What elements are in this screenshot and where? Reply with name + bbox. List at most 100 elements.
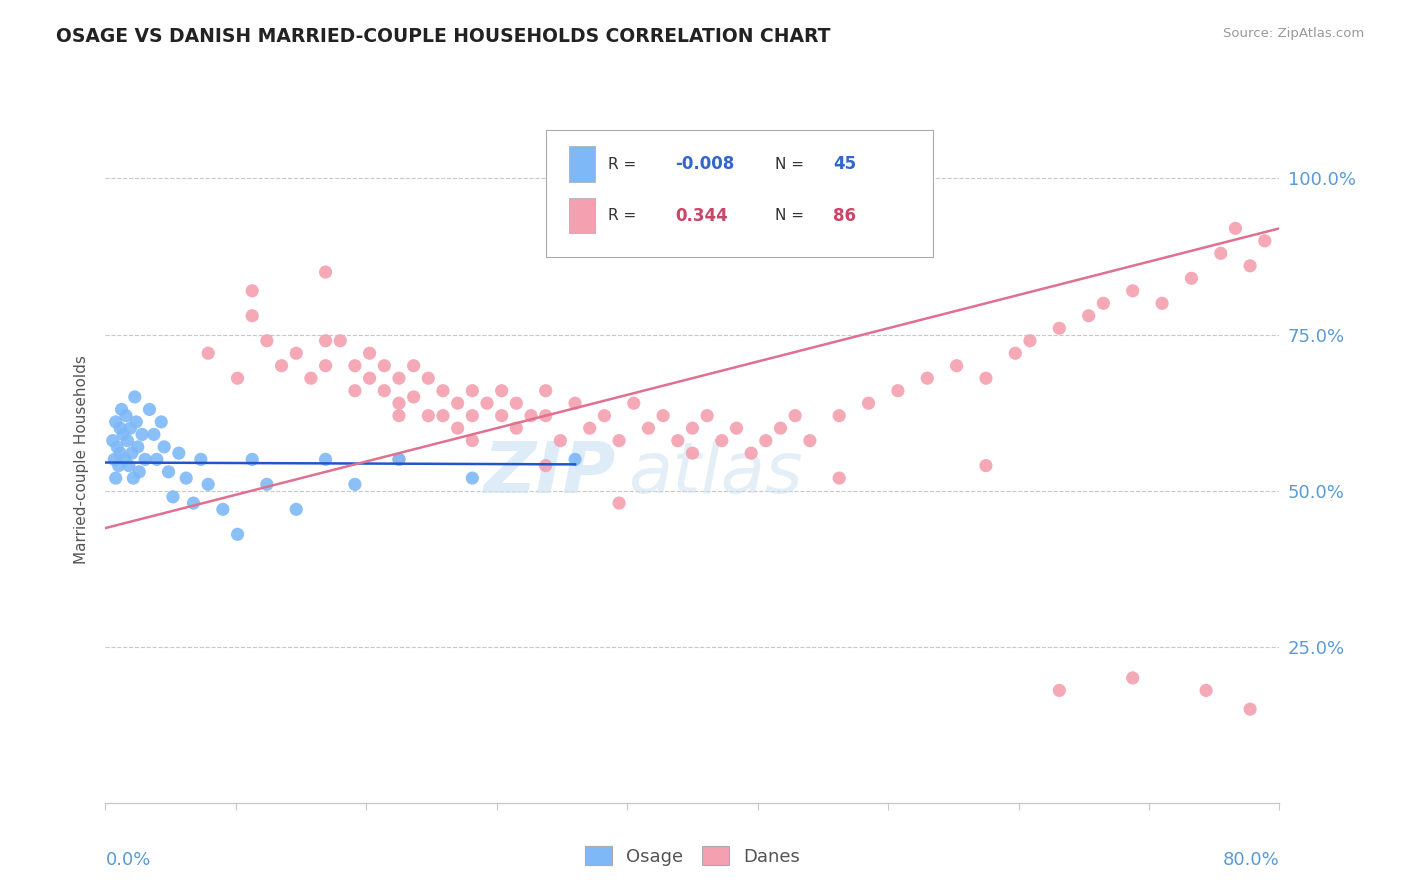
Point (138, 402, 160, 417)
Point (226, 527, 249, 541)
Point (240, 309, 263, 323)
Point (103, 452, 125, 467)
Point (190, 452, 212, 467)
Point (858, 396, 880, 410)
Point (1122, 671, 1144, 685)
Point (343, 384, 366, 398)
FancyBboxPatch shape (569, 198, 595, 234)
Text: OSAGE VS DANISH MARRIED-COUPLE HOUSEHOLDS CORRELATION CHART: OSAGE VS DANISH MARRIED-COUPLE HOUSEHOLD… (56, 27, 831, 45)
Point (755, 434, 778, 448)
Point (256, 334, 278, 348)
Point (105, 440, 128, 454)
Point (432, 384, 454, 398)
Point (799, 434, 821, 448)
Point (117, 434, 139, 448)
Point (108, 446, 131, 460)
Point (740, 446, 762, 460)
Point (127, 440, 149, 454)
Point (725, 421, 748, 435)
Point (652, 409, 675, 423)
Text: ZIP: ZIP (484, 439, 616, 508)
Point (197, 477, 219, 491)
Point (125, 415, 148, 429)
Point (388, 371, 411, 385)
Point (359, 346, 381, 360)
Point (418, 371, 440, 385)
Point (402, 390, 425, 404)
Point (534, 409, 557, 423)
Point (666, 434, 689, 448)
Point (828, 471, 851, 485)
Y-axis label: Married-couple Households: Married-couple Households (75, 355, 90, 564)
Text: Source: ZipAtlas.com: Source: ZipAtlas.com (1223, 27, 1364, 40)
Point (461, 409, 484, 423)
Point (974, 371, 997, 385)
Point (945, 359, 967, 373)
Point (475, 396, 498, 410)
Point (285, 502, 308, 516)
Point (183, 496, 205, 510)
Point (1004, 346, 1026, 360)
Point (446, 396, 468, 410)
Text: R =: R = (607, 208, 641, 223)
Point (1047, 321, 1070, 335)
Point (682, 446, 704, 460)
Text: 80.0%: 80.0% (1223, 851, 1279, 869)
Point (108, 421, 131, 435)
Point (710, 434, 733, 448)
Point (1254, 234, 1277, 248)
Point (1225, 221, 1247, 235)
Text: 45: 45 (834, 155, 856, 173)
Point (607, 496, 630, 510)
Point (637, 421, 659, 435)
Point (1180, 271, 1202, 285)
Point (124, 390, 146, 404)
Point (461, 384, 484, 398)
Point (1092, 296, 1115, 310)
Point (432, 409, 454, 423)
Point (388, 396, 411, 410)
Point (1047, 683, 1070, 698)
Point (623, 396, 645, 410)
Text: N =: N = (775, 208, 808, 223)
Point (167, 446, 190, 460)
Point (1077, 309, 1099, 323)
Point (343, 477, 366, 491)
Point (402, 359, 425, 373)
Point (299, 371, 322, 385)
Point (315, 359, 337, 373)
Point (240, 452, 263, 467)
Point (115, 409, 138, 423)
Point (110, 402, 132, 417)
Point (887, 384, 910, 398)
Point (128, 465, 150, 479)
Point (240, 284, 263, 298)
Point (226, 371, 249, 385)
Point (1150, 296, 1173, 310)
Point (578, 421, 600, 435)
Point (120, 421, 142, 435)
Point (101, 434, 124, 448)
Point (211, 502, 233, 516)
Point (564, 452, 586, 467)
Point (418, 409, 440, 423)
Point (162, 490, 184, 504)
Point (828, 409, 851, 423)
Point (534, 384, 557, 398)
Point (1239, 702, 1261, 716)
Point (1239, 259, 1261, 273)
Point (118, 458, 141, 473)
Point (696, 409, 718, 423)
Point (134, 452, 156, 467)
Text: -0.008: -0.008 (675, 155, 734, 173)
Text: 0.344: 0.344 (675, 207, 727, 225)
Point (104, 415, 127, 429)
Point (197, 346, 219, 360)
Point (107, 458, 129, 473)
Point (131, 427, 153, 442)
Point (607, 434, 630, 448)
Point (343, 359, 366, 373)
Point (315, 452, 337, 467)
Point (1122, 284, 1144, 298)
Point (388, 409, 411, 423)
